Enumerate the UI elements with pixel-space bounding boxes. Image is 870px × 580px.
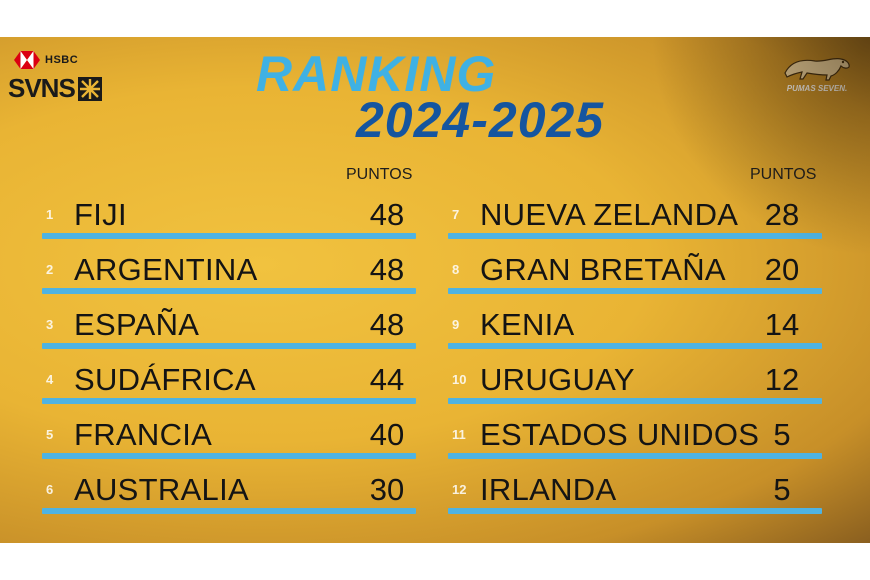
rank-number: 10 <box>452 372 467 387</box>
row-divider <box>448 233 822 239</box>
title-season: 2024-2025 <box>356 92 605 148</box>
row-divider <box>42 398 416 404</box>
rank-number: 12 <box>452 482 467 497</box>
team-points: 44 <box>369 362 405 397</box>
row-divider <box>448 343 822 349</box>
row-divider <box>42 233 416 239</box>
row-divider <box>42 508 416 514</box>
ranking-row: 8 GRAN BRETAÑA 20 <box>448 246 824 300</box>
team-name: ESTADOS UNIDOS <box>480 417 760 452</box>
team-name: URUGUAY <box>480 362 635 397</box>
rank-number: 11 <box>452 427 466 442</box>
row-divider <box>448 288 822 294</box>
puma-icon <box>784 57 850 81</box>
svns-logo: SVNS <box>8 73 103 104</box>
team-name: ARGENTINA <box>74 252 258 287</box>
hsbc-hexagon-icon <box>14 51 40 69</box>
team-logo-label: PUMAS SEVEN. <box>786 84 848 93</box>
rank-number: 4 <box>46 372 54 387</box>
svns-star-icon <box>77 76 102 101</box>
row-divider <box>42 453 416 459</box>
team-name: NUEVA ZELANDA <box>480 197 739 232</box>
rank-number: 9 <box>452 317 460 332</box>
team-name: KENIA <box>480 307 575 342</box>
row-divider <box>448 453 822 459</box>
rank-number: 6 <box>46 482 54 497</box>
row-divider <box>42 343 416 349</box>
ranking-row: 2 ARGENTINA 48 <box>42 246 418 300</box>
team-name: AUSTRALIA <box>74 472 249 507</box>
rank-number: 7 <box>452 207 460 222</box>
rank-number: 1 <box>46 207 54 222</box>
ranking-row: 11 ESTADOS UNIDOS 5 <box>448 411 824 465</box>
team-points: 5 <box>773 472 791 507</box>
series-name: SVNS <box>8 73 76 103</box>
ranking-row: 5 FRANCIA 40 <box>42 411 418 465</box>
team-points: 12 <box>764 362 800 397</box>
ranking-row: 3 ESPAÑA 48 <box>42 301 418 355</box>
row-divider <box>42 288 416 294</box>
team-name: FRANCIA <box>74 417 213 452</box>
ranking-row: 9 KENIA 14 <box>448 301 824 355</box>
row-divider <box>448 398 822 404</box>
team-name: SUDÁFRICA <box>74 362 256 397</box>
team-points: 48 <box>369 307 405 342</box>
team-points: 30 <box>369 472 405 507</box>
ranking-row: 4 SUDÁFRICA 44 <box>42 356 418 410</box>
ranking-row: 1 FIJI 48 <box>42 191 418 245</box>
ranking-row: 6 AUSTRALIA 30 <box>42 466 418 520</box>
ranking-row: 10 URUGUAY 12 <box>448 356 824 410</box>
ranking-row: 12 IRLANDA 5 <box>448 466 824 520</box>
team-points: 14 <box>764 307 800 342</box>
team-points: 40 <box>369 417 405 452</box>
team-name: GRAN BRETAÑA <box>480 252 726 287</box>
ranking-poster: HSBC SVNS RANKING 2024-2025 PUMAS SEVEN.… <box>0 37 870 543</box>
team-name: FIJI <box>74 197 127 232</box>
title-ranking: RANKING <box>256 46 497 102</box>
team-points: 48 <box>369 197 405 232</box>
sponsor-name: HSBC <box>45 54 79 66</box>
team-points: 20 <box>764 252 800 287</box>
points-header-right: PUNTOS <box>750 166 817 183</box>
rank-number: 3 <box>46 317 54 332</box>
ranking-row: 7 NUEVA ZELANDA 28 <box>448 191 824 245</box>
rank-number: 8 <box>452 262 460 277</box>
team-name: ESPAÑA <box>74 307 200 342</box>
pumas-seven-logo: PUMAS SEVEN. <box>776 51 858 93</box>
team-name: IRLANDA <box>480 472 617 507</box>
rank-number: 2 <box>46 262 54 277</box>
hsbc-logo: HSBC <box>14 51 78 69</box>
team-points: 48 <box>369 252 405 287</box>
rank-number: 5 <box>46 427 54 442</box>
team-points: 5 <box>773 417 791 452</box>
row-divider <box>448 508 822 514</box>
team-points: 28 <box>764 197 800 232</box>
points-header-left: PUNTOS <box>346 166 413 183</box>
